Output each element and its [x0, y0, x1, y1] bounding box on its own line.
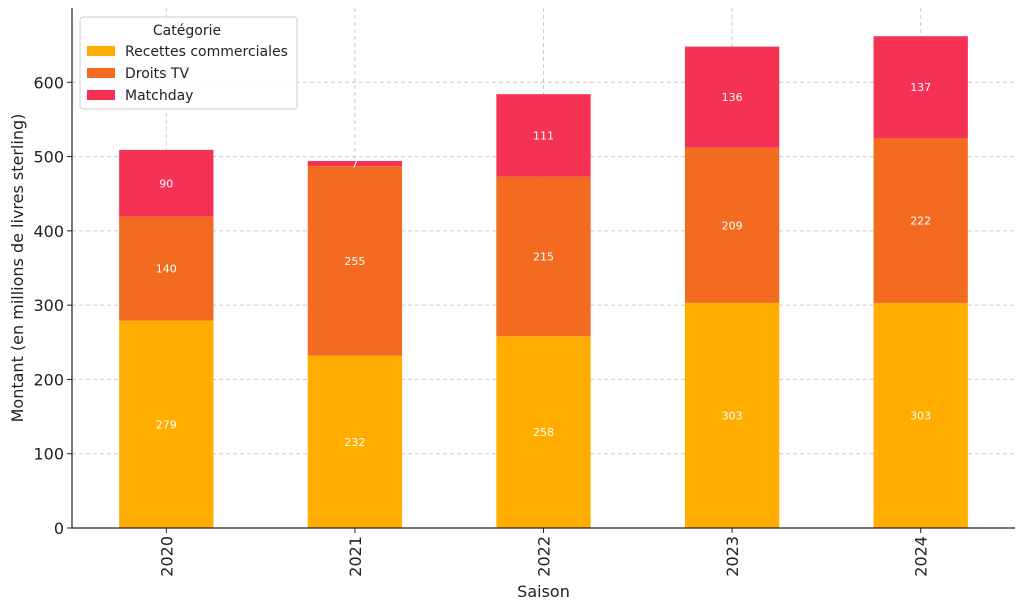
bar-segment — [119, 320, 214, 528]
data-label: 255 — [344, 255, 365, 268]
data-label: 279 — [156, 418, 177, 431]
data-label: 140 — [156, 263, 177, 276]
bar-segment — [119, 216, 214, 321]
bar-segment — [496, 94, 591, 177]
x-tick-label: 2020 — [157, 536, 176, 577]
data-label: 232 — [344, 436, 365, 449]
y-axis-title: Montant (en millions de livres sterling) — [8, 114, 27, 423]
legend-label: Droits TV — [125, 66, 189, 82]
data-labels: 279 140 90 232 255 7 258 215 111 303 209 136 303 222 1… — [156, 81, 931, 449]
bar-segment — [684, 46, 780, 148]
data-label: 137 — [910, 81, 931, 94]
bar-segment — [496, 176, 591, 337]
data-label: 111 — [533, 129, 554, 142]
data-label: 215 — [533, 250, 554, 263]
bar-segment — [873, 36, 968, 138]
bars — [119, 36, 968, 528]
bar-segment — [307, 166, 403, 356]
legend-swatch — [87, 68, 115, 78]
y-tick-label: 200 — [33, 370, 64, 389]
bar-segment — [307, 355, 403, 528]
legend-frame — [79, 16, 298, 110]
legend: Catégorie Recettes commerciales Droits TV… — [79, 16, 298, 110]
y-tick-label: 500 — [33, 148, 64, 167]
bar-segment — [684, 147, 780, 303]
y-tick-label: 400 — [33, 222, 64, 241]
data-label: 258 — [533, 426, 554, 439]
data-label: 136 — [722, 91, 743, 104]
x-tick-label: 2023 — [723, 536, 742, 577]
bar-segment — [873, 302, 968, 528]
y-tick-label: 100 — [33, 445, 64, 464]
axes: 0 100 200 300 400 500 600 2020 2021 2022 2023 2024 — [33, 8, 1015, 577]
y-tick-label: 600 — [33, 73, 64, 92]
data-label: 7 — [351, 158, 358, 171]
data-label: 303 — [910, 409, 931, 422]
data-label: 90 — [159, 177, 173, 190]
bar-segment — [307, 161, 403, 167]
data-label: 209 — [722, 219, 743, 232]
legend-swatch — [87, 90, 115, 100]
bar-segment — [119, 149, 214, 217]
legend-swatch — [87, 46, 115, 56]
bar-segment — [496, 336, 591, 528]
x-tick-label: 2022 — [535, 536, 554, 577]
x-axis-title: Saison — [517, 582, 570, 601]
bar-segment — [873, 138, 968, 303]
data-label: 222 — [910, 214, 931, 227]
legend-label: Matchday — [125, 88, 193, 104]
x-tick-label: 2024 — [912, 536, 931, 577]
y-tick-label: 0 — [54, 519, 64, 538]
bar-segment — [684, 302, 780, 528]
y-tick-label: 300 — [33, 296, 64, 315]
legend-label: Recettes commerciales — [125, 44, 288, 60]
x-tick-label: 2021 — [346, 536, 365, 577]
legend-items: Recettes commerciales Droits TV Matchday — [87, 44, 288, 104]
data-label: 303 — [722, 409, 743, 422]
legend-title: Catégorie — [153, 23, 221, 39]
